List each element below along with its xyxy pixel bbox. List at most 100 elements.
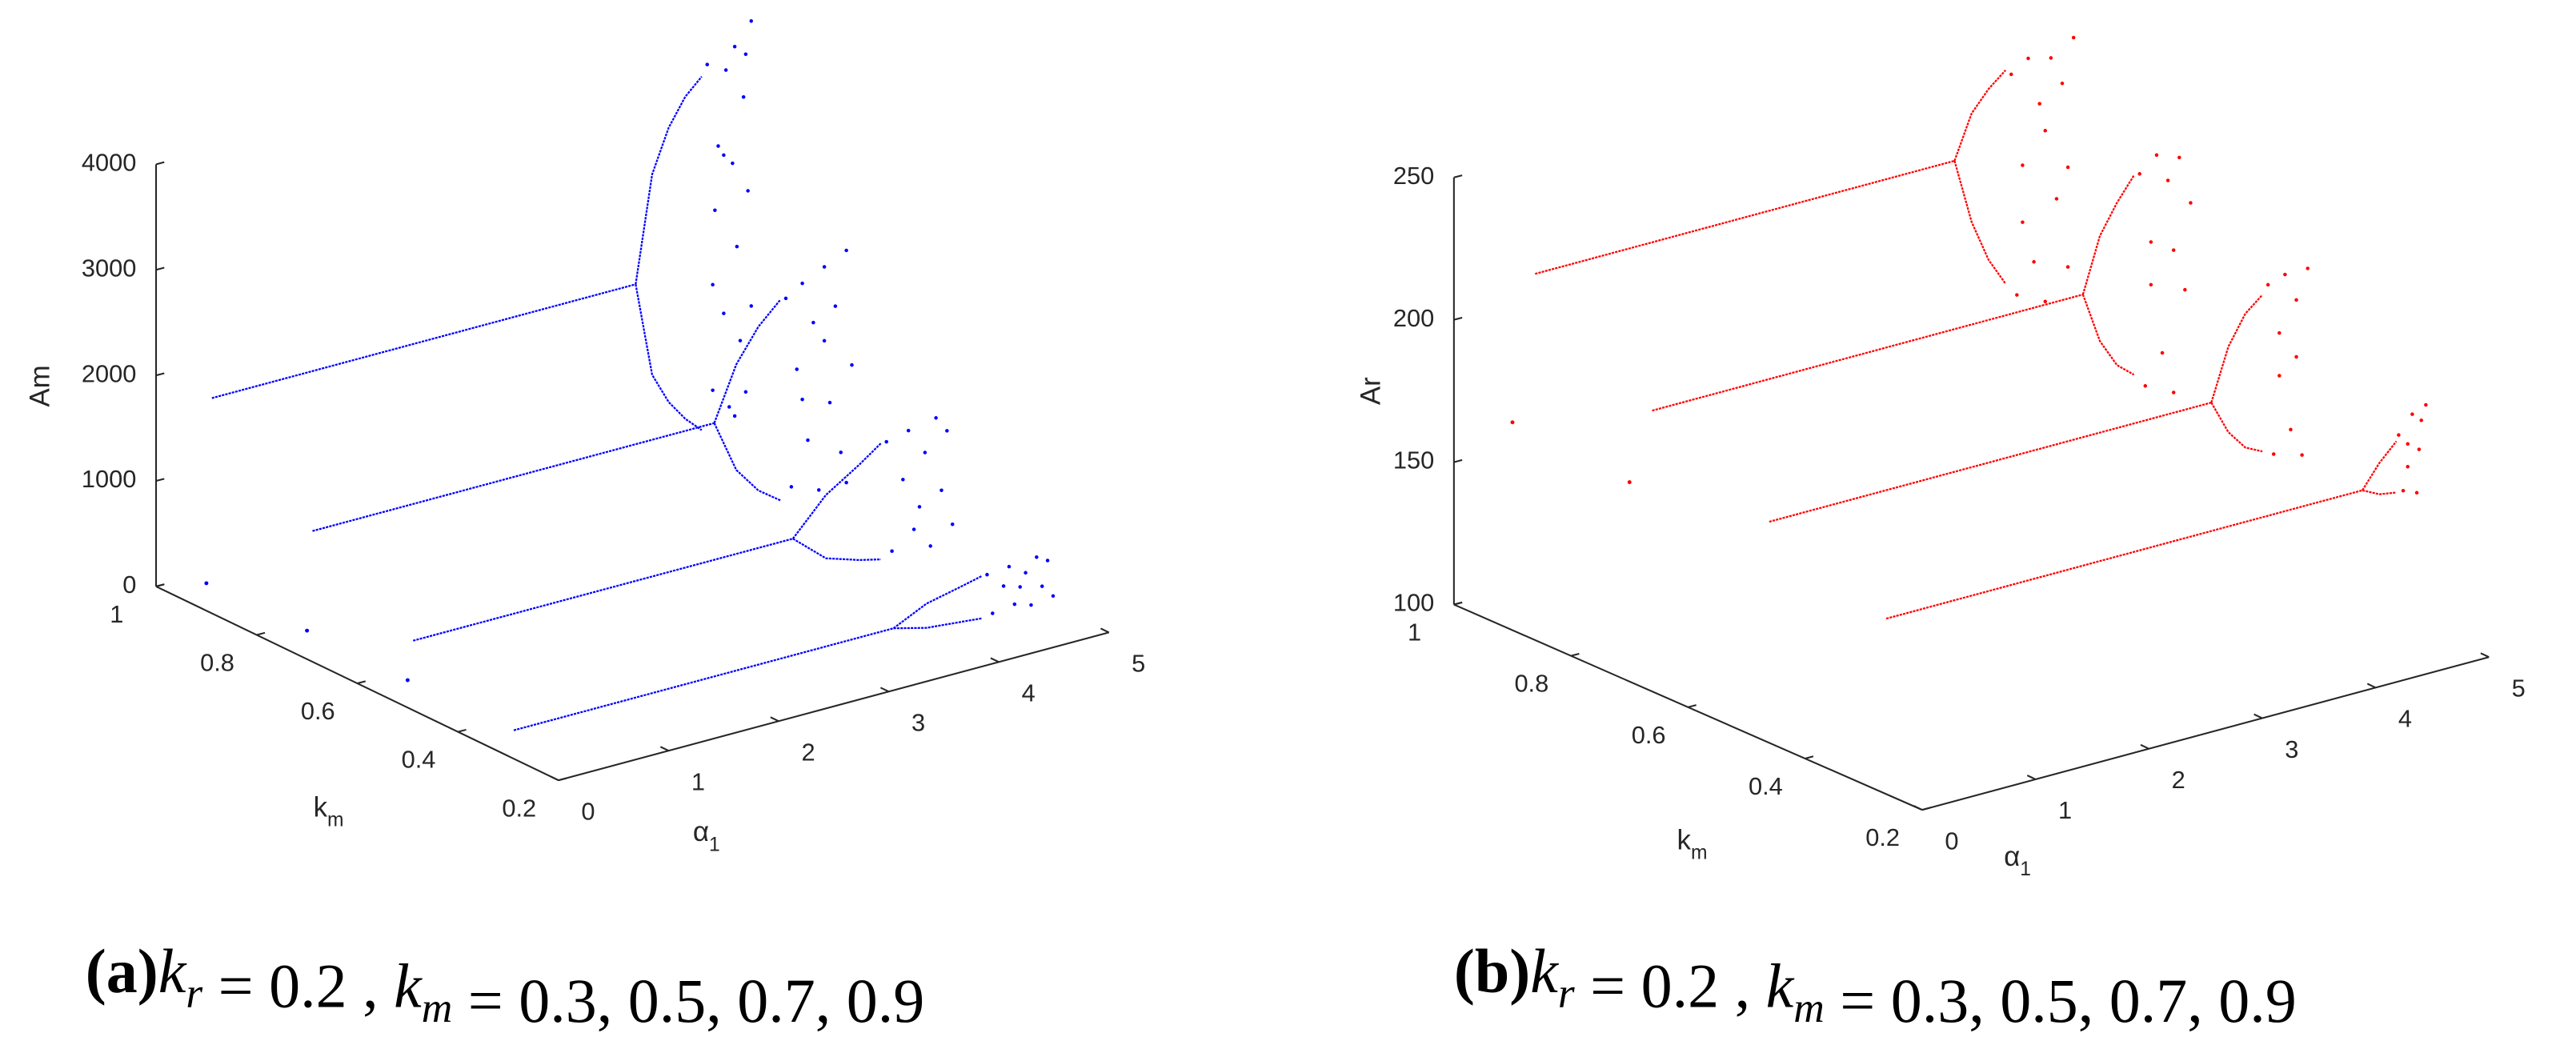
chaos-point (705, 62, 709, 66)
axis-label: km (1677, 824, 1708, 863)
alpha-tick (2026, 775, 2037, 780)
branch (635, 75, 703, 285)
chaos-point (991, 611, 995, 615)
km-tick (457, 728, 467, 733)
chaos-point (2410, 412, 2414, 416)
label-main: α (2004, 841, 2020, 872)
alpha-tick (990, 657, 1000, 663)
km-tick (155, 583, 165, 587)
chaos-point (1029, 603, 1033, 607)
chaos-point (917, 505, 922, 509)
chaos-point (1012, 602, 1017, 607)
km-tick-label: 0.6 (301, 697, 335, 725)
chaos-point (2054, 197, 2059, 201)
chaos-point (731, 161, 735, 166)
z-tick-label: 0 (122, 571, 136, 599)
alpha-tick-label: 4 (1022, 679, 1036, 707)
chaos-point (2049, 56, 2053, 60)
branch (1953, 160, 2007, 285)
caption-sub: m (1793, 983, 1825, 1031)
branch (2362, 489, 2397, 495)
chaos-point (827, 400, 832, 405)
chaos-point (2401, 488, 2406, 493)
z-tick-label: 250 (1393, 162, 1434, 190)
chaos-point (723, 68, 728, 72)
alpha-tick (1913, 805, 1923, 811)
branch (892, 575, 983, 630)
chaos-point (950, 522, 955, 527)
chaos-point (884, 439, 888, 444)
chaos-point (1040, 584, 1044, 588)
chaos-point (985, 572, 989, 577)
z-tick (155, 161, 165, 166)
z-tick-label: 3000 (82, 254, 136, 282)
chaos-point (2171, 390, 2176, 394)
chaos-point (2065, 165, 2070, 170)
chaos-point (732, 44, 737, 49)
chaos-point (2137, 172, 2141, 176)
branch (1885, 489, 2363, 620)
z-tick (1453, 317, 1463, 321)
caption: (a)kr = 0.2 , km = 0.3, 0.5, 0.7, 0.9 (86, 936, 925, 1035)
point (204, 581, 209, 586)
chaos-point (2406, 442, 2410, 446)
chaos-point (2043, 299, 2048, 304)
point (1510, 420, 1515, 425)
chaos-point (743, 390, 748, 394)
chaos-point (1051, 594, 1056, 599)
z-tick-label: 2000 (82, 359, 136, 387)
chaos-point (800, 397, 804, 402)
chaos-point (743, 52, 748, 56)
branch (412, 538, 794, 642)
chaos-point (722, 153, 726, 158)
chaos-point (2015, 293, 2019, 297)
chaos-point (2021, 163, 2025, 167)
chaos-point (1024, 571, 1028, 575)
z-tick-label: 1000 (82, 465, 136, 493)
chaos-point (1018, 585, 1022, 589)
km-tick-label: 1 (110, 600, 123, 628)
caption-text: = 0.2 , (1575, 951, 1766, 1020)
chaos-point (833, 304, 838, 308)
chaos-point (2071, 35, 2076, 40)
km-tick-label: 0.2 (502, 794, 536, 822)
chaos-point (2143, 384, 2148, 388)
chaos-point (939, 488, 943, 493)
chaos-point (844, 480, 848, 485)
caption-text: = 0.3, 0.5, 0.7, 0.9 (1825, 966, 2297, 1035)
chaos-point (822, 265, 827, 269)
chaos-point (2283, 272, 2287, 277)
caption-text: k (394, 951, 423, 1020)
chaos-point (738, 338, 743, 342)
chaos-point (2397, 433, 2401, 437)
caption-text: k (1766, 951, 1795, 1020)
alpha-tick (770, 716, 779, 723)
caption-label: (a) (86, 936, 158, 1006)
label-sub: 1 (709, 834, 720, 855)
chaos-point (722, 311, 726, 315)
chaos-point (2294, 298, 2298, 302)
alpha-axis (1921, 656, 2490, 811)
alpha-tick-label: 1 (691, 767, 705, 795)
branch (2362, 440, 2398, 491)
caption-text: k (158, 936, 187, 1006)
chaos-point (2009, 72, 2013, 77)
branch (1535, 159, 1955, 275)
chaos-point (811, 320, 815, 325)
axis-label: α1 (693, 816, 720, 855)
alpha-tick (550, 775, 559, 782)
alpha-tick (659, 746, 669, 752)
alpha-tick-label: 5 (1132, 650, 1145, 678)
label-sub: m (327, 810, 344, 831)
caption-label: (b) (1454, 936, 1530, 1006)
z-tick (1453, 458, 1463, 463)
branch (893, 617, 982, 630)
z-tick-label: 200 (1393, 304, 1434, 332)
chaos-point (2306, 266, 2310, 270)
axis-label: α1 (2004, 841, 2031, 880)
chaos-point (806, 438, 810, 442)
chaos-point (2278, 330, 2282, 335)
alpha-axis (558, 631, 1109, 782)
branch (713, 298, 781, 424)
chaos-point (727, 405, 731, 409)
